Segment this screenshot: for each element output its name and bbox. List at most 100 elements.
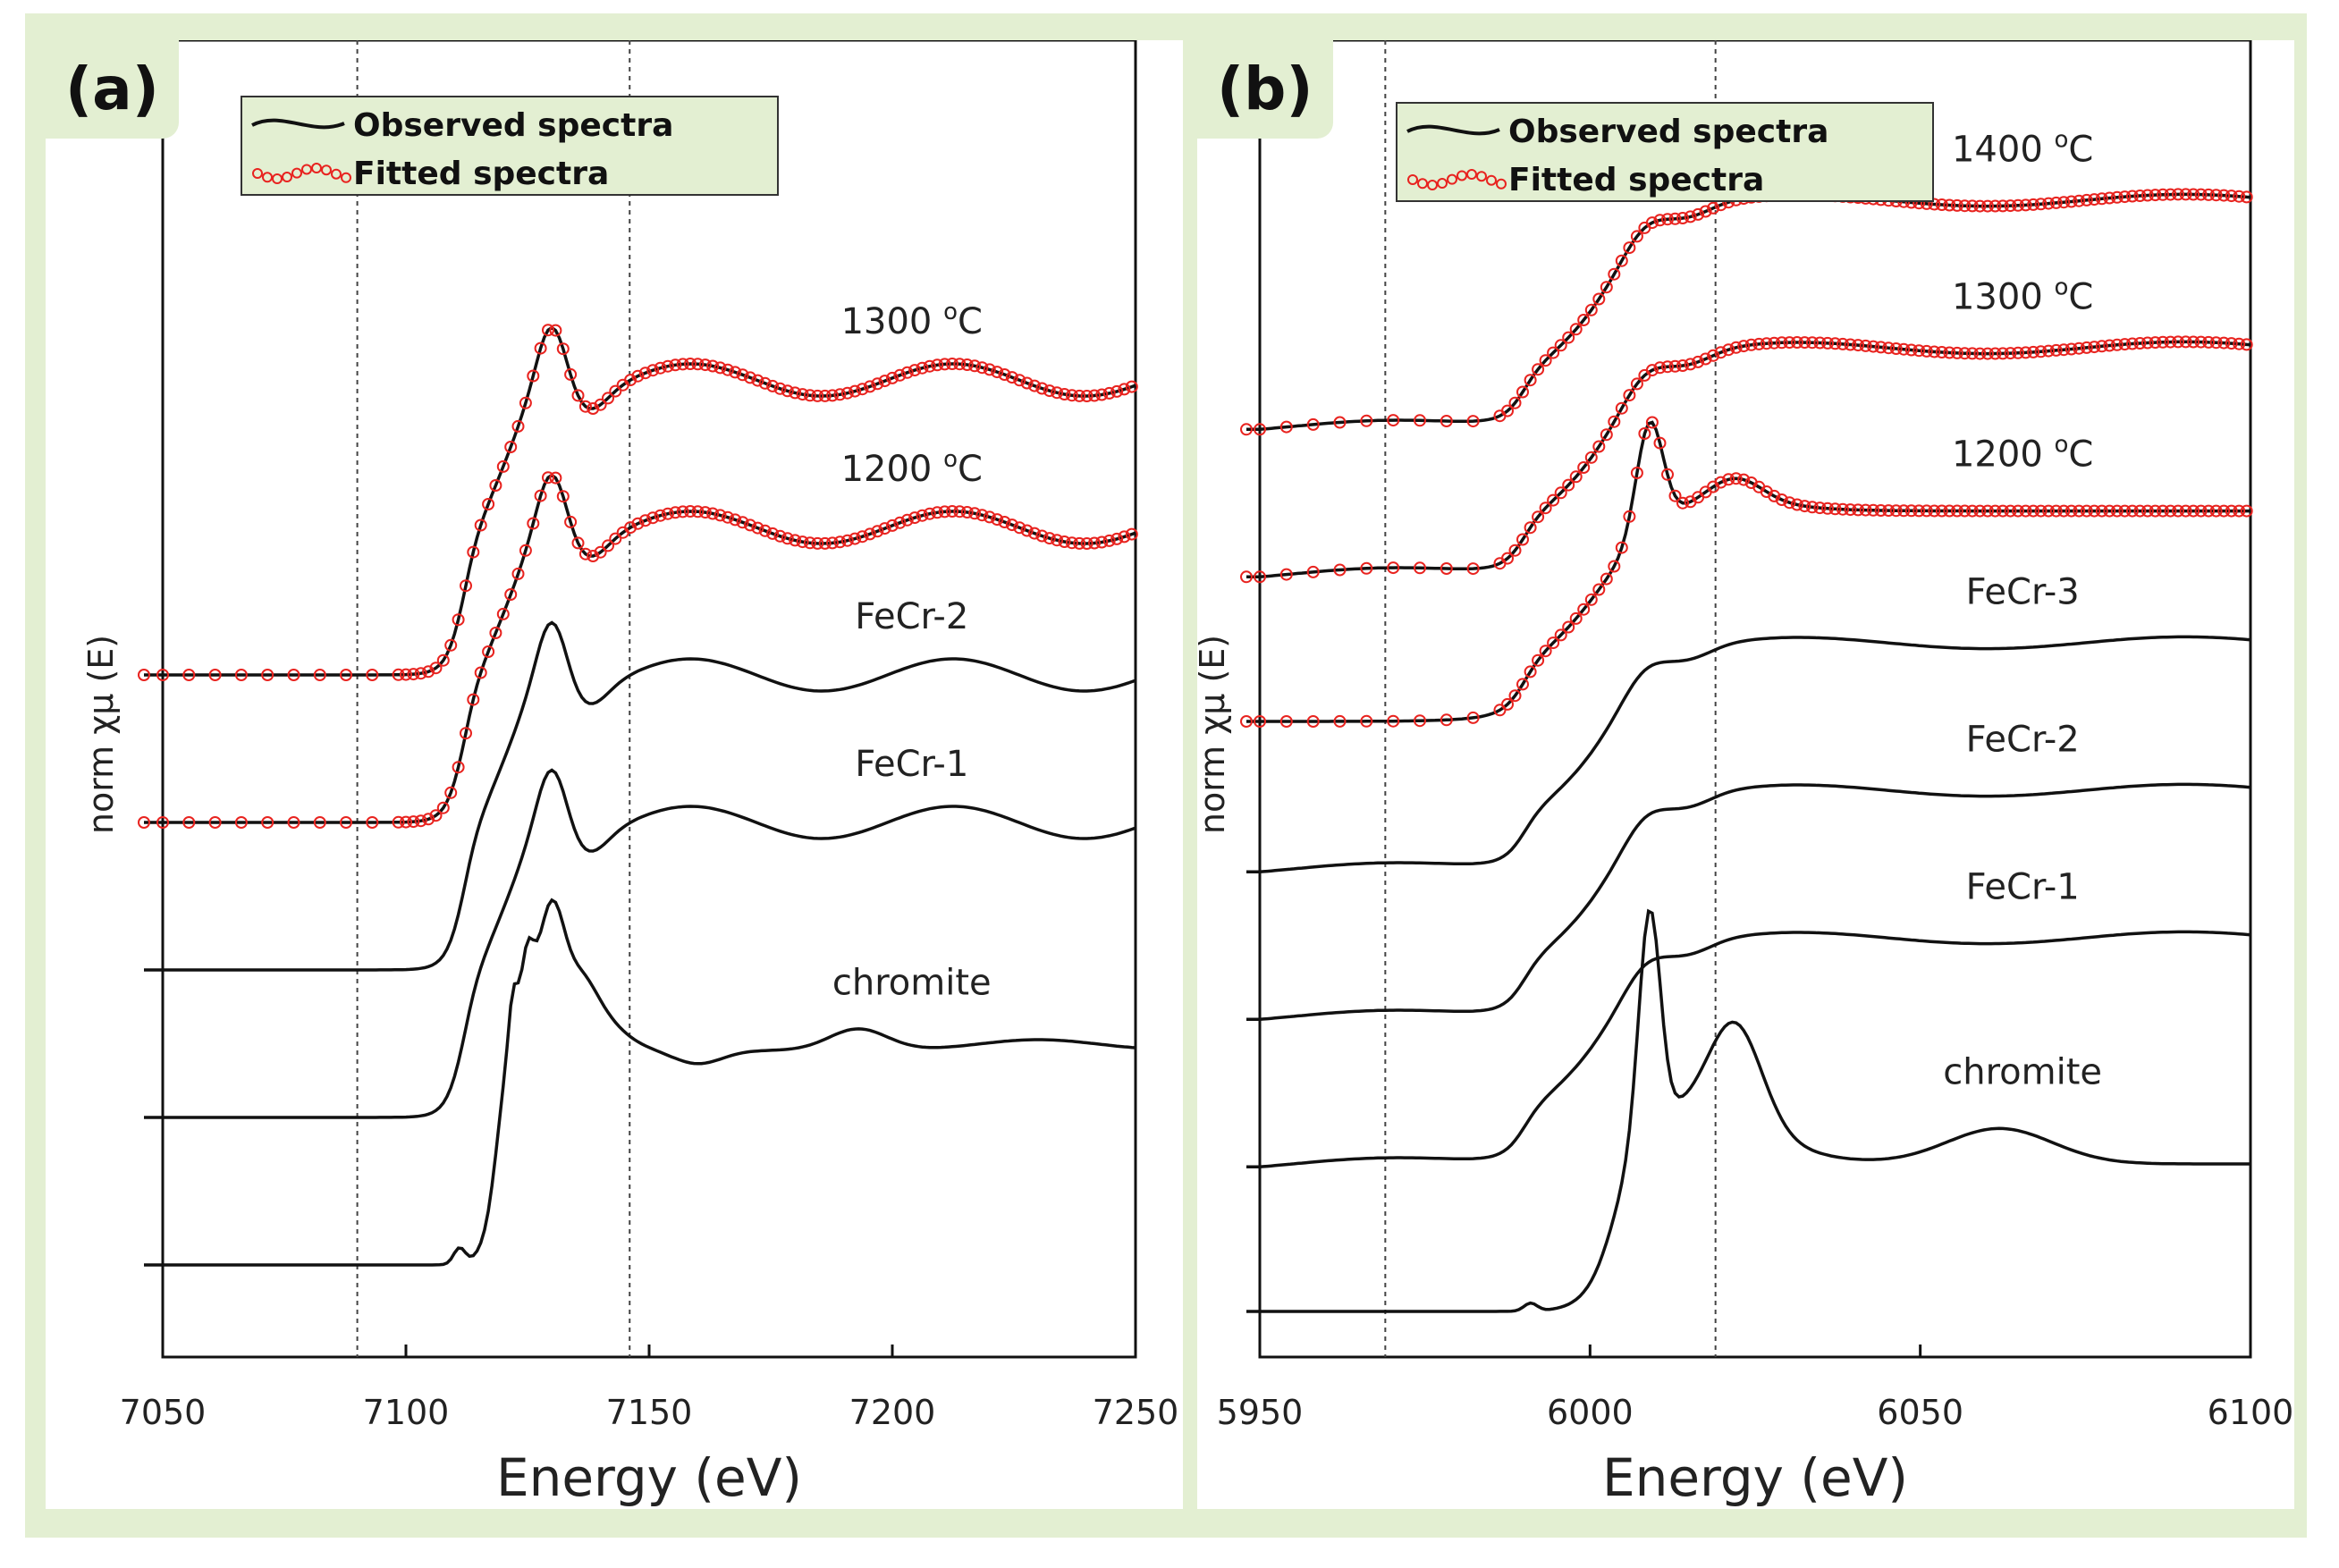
fitted-point: [2157, 188, 2169, 201]
fitted-point: [1714, 346, 1727, 359]
fitted-point: [422, 665, 435, 679]
fitted-point: [661, 359, 674, 373]
fitted-point: [1790, 498, 1803, 511]
fitted-point: [1676, 359, 1689, 372]
fitted-point: [2012, 504, 2024, 518]
fitted-point: [482, 498, 495, 510]
fitted-point: [1118, 530, 1131, 544]
fitted-point: [1889, 504, 1903, 518]
fitted-point: [878, 375, 891, 388]
fitted-point: [1013, 374, 1026, 387]
legend-fitted-swatch: [291, 167, 302, 179]
x-tick-label: 7050: [120, 1393, 207, 1432]
fitted-point: [609, 532, 622, 545]
fitted-point: [2073, 341, 2086, 355]
fitted-point: [1844, 503, 1857, 517]
fitted-point: [1600, 281, 1613, 294]
fitted-point: [2202, 504, 2216, 518]
fitted-point: [1805, 336, 1819, 350]
fitted-point: [1997, 199, 2009, 213]
fitted-point: [2103, 191, 2116, 205]
fitted-point: [2103, 504, 2116, 518]
fitted-point: [1950, 198, 1963, 212]
fitted-point: [849, 384, 862, 398]
fitted-point: [983, 510, 996, 524]
fitted-point: [931, 506, 944, 519]
fitted-point: [900, 366, 914, 379]
fitted-point: [631, 517, 645, 530]
fitted-point: [1615, 401, 1628, 415]
fitted-point: [1989, 199, 2002, 213]
fitted-point: [773, 382, 787, 395]
fitted-point: [2187, 504, 2200, 518]
legend-fitted-swatch: [321, 164, 332, 176]
fitted-point: [714, 509, 727, 522]
fitted-point: [1306, 417, 1320, 431]
fitted-point: [1592, 292, 1606, 306]
fitted-point: [1935, 504, 1948, 518]
legend-fitted-swatch: [1417, 178, 1428, 190]
fitted-point: [1501, 552, 1514, 565]
fitted-point: [549, 471, 562, 485]
fitted-point: [1775, 493, 1788, 506]
fitted-point: [789, 534, 802, 547]
fitted-point: [392, 668, 405, 681]
fitted-point: [1254, 570, 1266, 584]
panel-a: 7050 7100 7150 7200 7250 Energy (eV) norm χμ (…: [46, 40, 1183, 1509]
fitted-point: [1440, 415, 1453, 427]
fitted-point: [2187, 335, 2200, 349]
fitted-point: [1088, 389, 1101, 402]
fitted-point: [1466, 562, 1480, 576]
fitted-point: [504, 441, 518, 453]
fitted-point: [489, 479, 502, 492]
fitted-point: [684, 505, 697, 518]
legend-fitted-swatch: [252, 168, 263, 179]
fitted-point: [2194, 504, 2208, 518]
fitted-point: [2065, 504, 2078, 518]
fitted-point: [1028, 379, 1041, 392]
fitted-point: [1073, 389, 1086, 402]
fitted-point: [1783, 496, 1796, 510]
legend-box: [1396, 102, 1934, 202]
x-axis-label: Energy (eV): [496, 1447, 802, 1508]
legend-fitted-swatch: [1407, 174, 1418, 185]
fitted-point: [2194, 188, 2208, 201]
fitted-point: [1333, 714, 1347, 728]
fitted-point: [1859, 503, 1872, 517]
fitted-point: [2164, 335, 2177, 349]
fitted-point: [1653, 361, 1667, 375]
fitted-point: [744, 518, 756, 532]
fitted-point: [691, 505, 705, 518]
fitted-point: [2225, 504, 2238, 518]
fitted-point: [1997, 347, 2009, 360]
fitted-point: [2004, 504, 2017, 518]
legend-fitted-swatch: [1476, 171, 1487, 182]
fitted-point: [1943, 504, 1956, 518]
fitted-point: [429, 809, 443, 822]
fitted-point: [182, 816, 196, 829]
fitted-point: [2065, 342, 2078, 356]
fitted-point: [2088, 341, 2101, 354]
fitted-point: [2209, 504, 2223, 518]
fitted-point: [1043, 532, 1056, 545]
fitted-point: [366, 816, 379, 829]
fitted-point: [646, 364, 660, 377]
series-label-degree: o: [2054, 126, 2068, 153]
fitted-point: [729, 513, 742, 527]
fitted-point: [1110, 532, 1124, 545]
fitted-point: [2012, 346, 2024, 359]
fitted-point: [1707, 349, 1720, 362]
fitted-point: [818, 389, 832, 402]
fitted-point: [1844, 338, 1857, 351]
fitted-point: [156, 669, 169, 681]
fitted-point: [2209, 336, 2223, 350]
fitted-point: [460, 579, 472, 593]
fitted-point: [2004, 347, 2017, 360]
fitted-point: [474, 518, 487, 532]
fitted-point: [1973, 504, 1987, 518]
fitted-point: [1867, 503, 1880, 517]
fitted-point: [2217, 504, 2231, 518]
fitted-point: [1532, 363, 1545, 376]
fitted-point: [849, 532, 862, 545]
fitted-point: [1035, 382, 1049, 395]
